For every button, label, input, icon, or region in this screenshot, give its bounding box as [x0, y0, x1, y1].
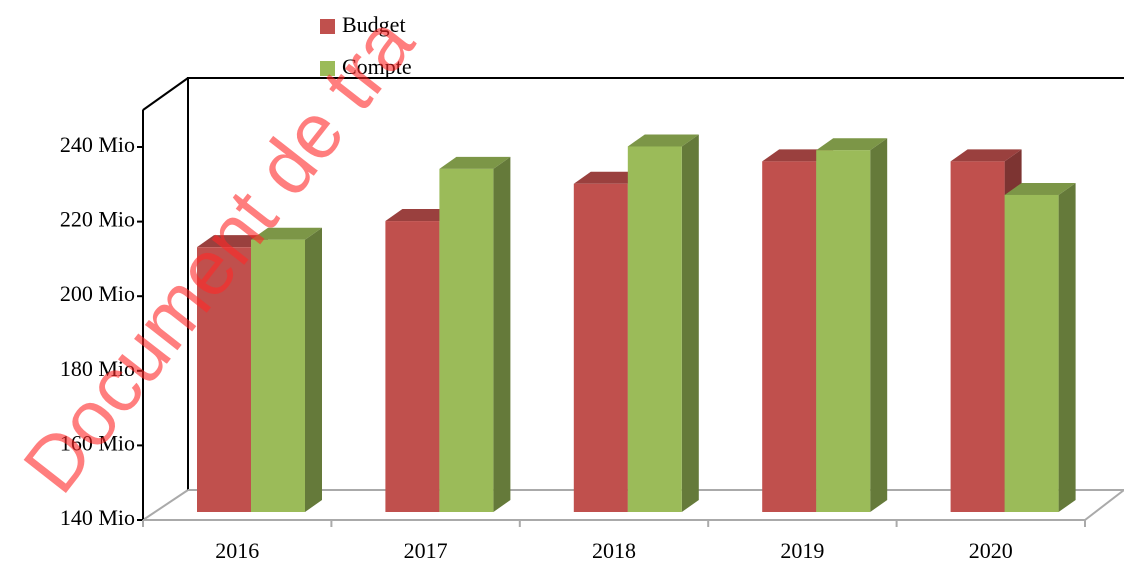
bar-top: [385, 209, 457, 222]
bar-side: [493, 156, 511, 512]
bar-top: [197, 235, 268, 248]
x-tick-label: 2020: [969, 538, 1013, 563]
bar-front: [197, 247, 251, 513]
bar-side: [681, 134, 699, 512]
bar-side: [870, 138, 888, 512]
bar-front: [251, 239, 305, 512]
y-tick-label: 220 Mio: [60, 207, 135, 232]
bar-front: [762, 161, 817, 512]
y-tick-label: 140 Mio: [60, 505, 135, 530]
bar-top: [251, 227, 322, 240]
legend-swatch: [320, 19, 335, 34]
bar-front: [627, 146, 682, 512]
y-tick-label: 200 Mio: [60, 281, 135, 306]
x-tick-label: 2019: [780, 538, 824, 563]
bar-top: [627, 134, 699, 147]
legend-swatch: [320, 61, 335, 76]
legend-label: Compte: [342, 54, 412, 79]
bar-front: [1004, 194, 1059, 512]
y-tick-label: 160 Mio: [60, 430, 135, 455]
bar-front: [950, 161, 1005, 512]
bar-top: [573, 171, 645, 184]
x-tick-label: 2017: [404, 538, 448, 563]
bar: [627, 134, 699, 512]
bar-side: [305, 227, 322, 512]
x-axis-depth: [1084, 489, 1124, 521]
y-tick-label: 180 Mio: [60, 356, 135, 381]
bar-front: [385, 221, 440, 512]
bar: [251, 227, 322, 512]
bar-top: [816, 138, 888, 151]
bar: [197, 235, 268, 513]
bar: [816, 138, 888, 512]
x-tick-label: 2016: [215, 538, 259, 563]
bar-top: [762, 149, 834, 162]
bar-front: [573, 183, 628, 512]
y-tick-label: 240 Mio: [60, 132, 135, 157]
bar-front: [816, 150, 871, 512]
bar-front: [439, 168, 494, 512]
x-tick-label: 2018: [592, 538, 636, 563]
bar-top: [950, 149, 1022, 162]
bar: [1004, 182, 1076, 512]
bar-top: [1004, 182, 1076, 195]
bar: [439, 156, 511, 512]
bar-top: [439, 156, 511, 169]
bar-side: [1058, 182, 1076, 512]
legend-label: Budget: [342, 12, 406, 37]
